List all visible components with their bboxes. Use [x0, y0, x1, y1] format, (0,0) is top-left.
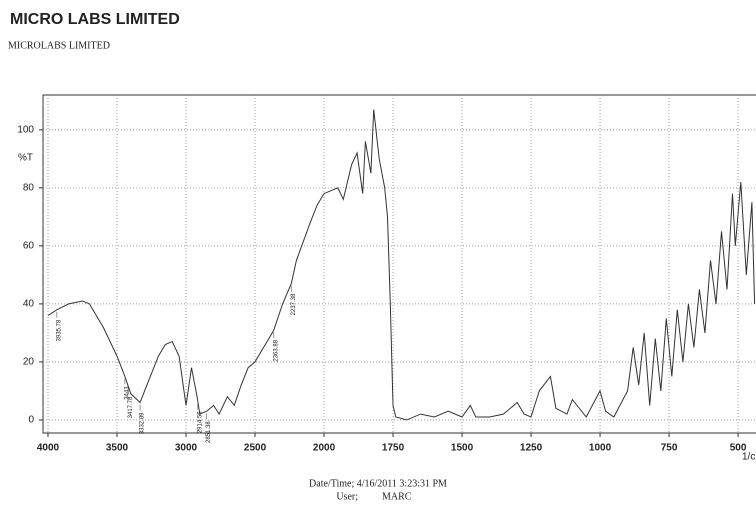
- y-tick-label: 80: [23, 182, 35, 193]
- title: MICRO LABS LIMITED: [10, 11, 180, 28]
- y-tick-label: 60: [23, 241, 35, 252]
- peak-label: 3935.78: [56, 319, 62, 341]
- peak-label: 3443: [124, 386, 130, 400]
- x-tick-label: 750: [661, 443, 678, 454]
- y-tick-label: 40: [23, 299, 35, 310]
- peak-label: 2914.56: [197, 411, 203, 433]
- footer-datetime: Date/Time; 4/16/2011 3:23:31 PM: [309, 478, 447, 489]
- peak-label: 2237.38: [291, 293, 297, 315]
- y-tick-label: 0: [28, 415, 34, 426]
- y-tick-label: 20: [23, 357, 35, 368]
- x-axis-label: 1/c: [742, 452, 755, 463]
- x-tick-label: 1250: [520, 443, 543, 454]
- x-tick-label: 2000: [313, 443, 336, 454]
- y-axis-label: %T: [18, 153, 33, 164]
- x-tick-label: 1750: [382, 443, 405, 454]
- peak-label: 3417.78: [128, 396, 134, 418]
- x-tick-label: 1000: [589, 443, 612, 454]
- peak-label: 2363.88: [273, 339, 279, 361]
- peak-label: 3332.89: [140, 412, 146, 434]
- plot-frame: [42, 94, 756, 434]
- footer-user-label: User;: [336, 491, 358, 502]
- y-tick-label: 100: [17, 124, 34, 135]
- x-tick-label: 4000: [37, 443, 60, 454]
- peak-label: 2851.38: [206, 421, 212, 443]
- x-tick-label: 3000: [175, 443, 198, 454]
- spectrum-line: [47, 109, 756, 421]
- x-tick-label: 500: [730, 443, 747, 454]
- footer-user: MARC: [382, 491, 412, 502]
- x-tick-label: 1500: [451, 443, 474, 454]
- x-tick-label: 2500: [244, 443, 267, 454]
- x-tick-label: 3500: [106, 443, 129, 454]
- subtitle: MICROLABS LIMITED: [8, 40, 110, 51]
